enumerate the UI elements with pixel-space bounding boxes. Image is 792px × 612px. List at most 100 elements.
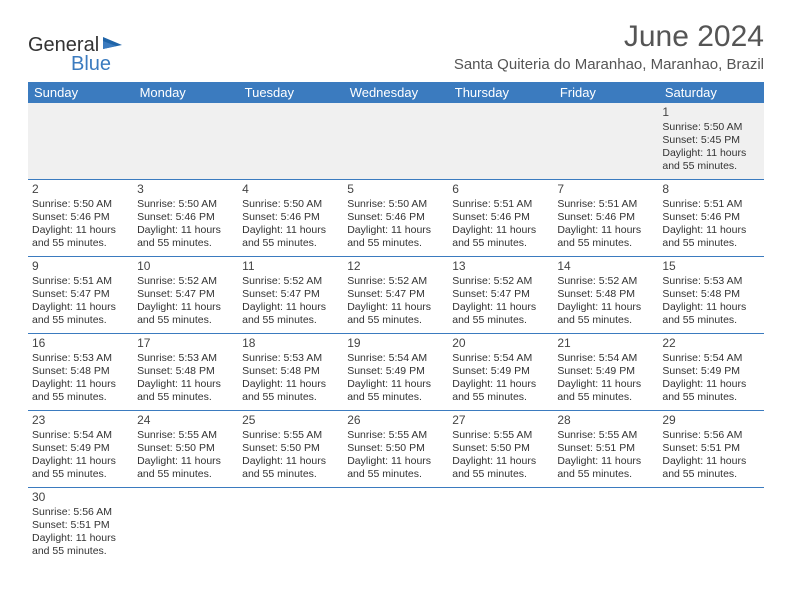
calendar-head: Sunday Monday Tuesday Wednesday Thursday… [28,82,764,103]
daylight-text: and 55 minutes. [137,391,234,404]
sunset-text: Sunset: 5:50 PM [137,442,234,455]
sunset-text: Sunset: 5:46 PM [242,211,339,224]
sunrise-text: Sunrise: 5:50 AM [347,198,444,211]
sunset-text: Sunset: 5:46 PM [137,211,234,224]
daylight-text: and 55 minutes. [662,468,759,481]
sunrise-text: Sunrise: 5:52 AM [557,275,654,288]
daylight-text: Daylight: 11 hours [347,378,444,391]
sunset-text: Sunset: 5:46 PM [557,211,654,224]
daylight-text: and 55 minutes. [662,237,759,250]
sunrise-text: Sunrise: 5:54 AM [32,429,129,442]
daylight-text: Daylight: 11 hours [347,224,444,237]
daylight-text: Daylight: 11 hours [452,378,549,391]
daylight-text: Daylight: 11 hours [242,455,339,468]
sunset-text: Sunset: 5:48 PM [32,365,129,378]
sunset-text: Sunset: 5:51 PM [662,442,759,455]
daylight-text: Daylight: 11 hours [557,455,654,468]
sunrise-text: Sunrise: 5:50 AM [662,121,759,134]
calendar-cell: 5Sunrise: 5:50 AMSunset: 5:46 PMDaylight… [343,180,448,257]
title-block: June 2024 Santa Quiteria do Maranhao, Ma… [454,20,764,73]
calendar-cell: 11Sunrise: 5:52 AMSunset: 5:47 PMDayligh… [238,257,343,334]
day-number: 5 [347,182,444,197]
sunset-text: Sunset: 5:47 PM [242,288,339,301]
daylight-text: and 55 minutes. [137,314,234,327]
calendar-cell: 8Sunrise: 5:51 AMSunset: 5:46 PMDaylight… [658,180,763,257]
calendar-cell [343,103,448,180]
daylight-text: Daylight: 11 hours [662,301,759,314]
sunrise-text: Sunrise: 5:50 AM [32,198,129,211]
sunrise-text: Sunrise: 5:51 AM [662,198,759,211]
sunrise-text: Sunrise: 5:53 AM [137,352,234,365]
day-number: 23 [32,413,129,428]
day-number: 3 [137,182,234,197]
day-number: 18 [242,336,339,351]
daylight-text: Daylight: 11 hours [137,301,234,314]
daylight-text: Daylight: 11 hours [662,147,759,160]
sunset-text: Sunset: 5:48 PM [242,365,339,378]
sunrise-text: Sunrise: 5:54 AM [662,352,759,365]
day-number: 14 [557,259,654,274]
calendar-row: 9Sunrise: 5:51 AMSunset: 5:47 PMDaylight… [28,257,764,334]
col-sat: Saturday [658,82,763,103]
daylight-text: and 55 minutes. [347,237,444,250]
daylight-text: Daylight: 11 hours [347,301,444,314]
calendar-row: 23Sunrise: 5:54 AMSunset: 5:49 PM Dayligh… [28,411,764,488]
day-number: 20 [452,336,549,351]
location: Santa Quiteria do Maranhao, Maranhao, Br… [454,56,764,73]
sunrise-text: Sunrise: 5:50 AM [137,198,234,211]
day-number: 6 [452,182,549,197]
sunset-text: Sunset: 5:50 PM [347,442,444,455]
daylight-text: Daylight: 11 hours [242,378,339,391]
daylight-text: and 55 minutes. [32,468,129,481]
day-number: 2 [32,182,129,197]
calendar-cell: 4Sunrise: 5:50 AMSunset: 5:46 PMDaylight… [238,180,343,257]
logo-text-2: Blue [71,53,111,76]
calendar-cell: 20Sunrise: 5:54 AMSunset: 5:49 PMDayligh… [448,334,553,411]
daylight-text: Daylight: 11 hours [557,378,654,391]
daylight-text: and 55 minutes. [662,160,759,173]
sunset-text: Sunset: 5:49 PM [32,442,129,455]
daylight-text: Daylight: 11 hours [557,301,654,314]
daylight-text: Daylight: 11 hours [452,455,549,468]
daylight-text: and 55 minutes. [32,237,129,250]
calendar-cell: 27Sunrise: 5:55 AMSunset: 5:50 PMDayligh… [448,411,553,488]
sunrise-text: Sunrise: 5:55 AM [242,429,339,442]
calendar-table: Sunday Monday Tuesday Wednesday Thursday… [28,82,764,564]
daylight-text: and 55 minutes. [452,314,549,327]
daylight-text: and 55 minutes. [347,468,444,481]
sunrise-text: Sunrise: 5:53 AM [32,352,129,365]
daylight-text: Daylight: 11 hours [242,301,339,314]
day-number: 29 [662,413,759,428]
sunrise-text: Sunrise: 5:52 AM [137,275,234,288]
col-tue: Tuesday [238,82,343,103]
sunset-text: Sunset: 5:45 PM [662,134,759,147]
calendar-cell: 23Sunrise: 5:54 AMSunset: 5:49 PMDayligh… [28,411,133,488]
sunrise-text: Sunrise: 5:53 AM [662,275,759,288]
sunset-text: Sunset: 5:48 PM [137,365,234,378]
calendar-cell: 26Sunrise: 5:55 AMSunset: 5:50 PMDayligh… [343,411,448,488]
daylight-text: and 55 minutes. [452,237,549,250]
day-number: 16 [32,336,129,351]
daylight-text: and 55 minutes. [242,237,339,250]
calendar-cell [448,103,553,180]
calendar-row: 30Sunrise: 5:56 AMSunset: 5:51 PMDayligh… [28,488,764,565]
sunset-text: Sunset: 5:49 PM [557,365,654,378]
sunrise-text: Sunrise: 5:52 AM [242,275,339,288]
sunset-text: Sunset: 5:50 PM [242,442,339,455]
calendar-cell: 1Sunrise: 5:50 AMSunset: 5:45 PMDaylight… [658,103,763,180]
sunrise-text: Sunrise: 5:55 AM [347,429,444,442]
calendar-cell [238,103,343,180]
calendar-page: General June 2024 Santa Quiteria do Mara… [0,0,792,584]
sunset-text: Sunset: 5:49 PM [662,365,759,378]
day-number: 28 [557,413,654,428]
sunset-text: Sunset: 5:47 PM [452,288,549,301]
calendar-cell: 16Sunrise: 5:53 AMSunset: 5:48 PMDayligh… [28,334,133,411]
daylight-text: Daylight: 11 hours [662,224,759,237]
calendar-cell: 18Sunrise: 5:53 AMSunset: 5:48 PMDayligh… [238,334,343,411]
sunset-text: Sunset: 5:48 PM [662,288,759,301]
sunset-text: Sunset: 5:46 PM [662,211,759,224]
sunset-text: Sunset: 5:46 PM [32,211,129,224]
daylight-text: Daylight: 11 hours [32,301,129,314]
day-number: 17 [137,336,234,351]
daylight-text: and 55 minutes. [347,314,444,327]
